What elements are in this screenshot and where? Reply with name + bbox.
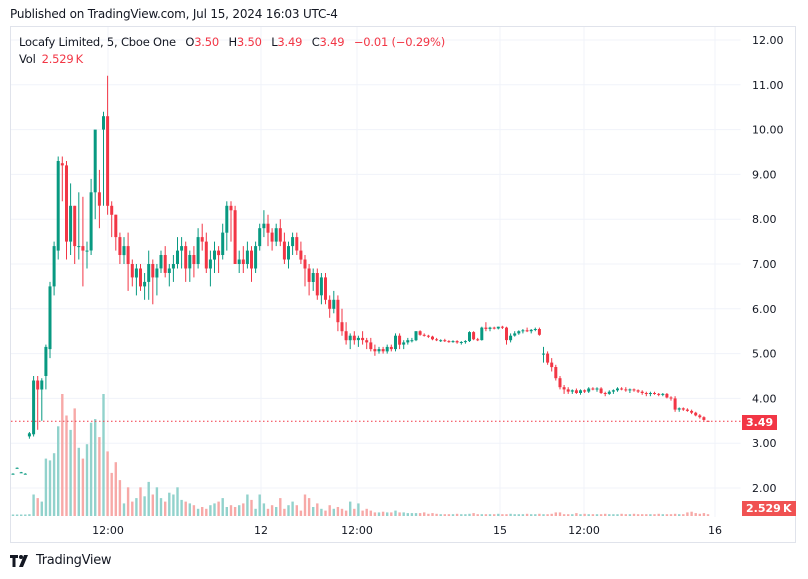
volume-bars [11, 394, 710, 516]
candles [11, 75, 710, 475]
volume-label[interactable]: Vol [19, 52, 36, 66]
last-price-badge: 3.49 [742, 415, 778, 430]
close-value: 3.49 [319, 35, 345, 49]
low-value: 3.49 [277, 35, 303, 49]
ohlc-row: Locafy Limited, 5, Cboe One O3.50 H3.50 … [19, 34, 445, 51]
brand-name: TradingView [36, 553, 112, 568]
open-value: 3.50 [194, 35, 219, 49]
price-axis[interactable]: 12.00 11.00 10.00 9.00 8.00 7.00 6.00 5.00 4.00 3… [752, 34, 784, 495]
chart-legend: Locafy Limited, 5, Cboe One O3.50 H3.50 … [19, 34, 445, 68]
low-label: L [271, 35, 278, 49]
time-tick-label: 12:00 [568, 524, 600, 537]
time-tick-label: 12:00 [92, 524, 124, 537]
price-tick-label: 11.00 [752, 79, 784, 92]
published-caption: Published on TradingView.com, Jul 15, 20… [10, 7, 338, 21]
change-value: −0.01 (−0.29%) [353, 35, 446, 49]
time-tick-label: 16 [708, 524, 722, 537]
price-tick-label: 3.00 [752, 437, 777, 450]
price-tick-label: 7.00 [752, 258, 777, 271]
close-label: C [311, 35, 320, 49]
volume-value: 2.529 K [41, 52, 84, 66]
tradingview-brand[interactable]: TradingView [10, 553, 112, 568]
time-tick-label: 12:00 [341, 524, 373, 537]
high-value: 3.50 [236, 35, 262, 49]
price-tick-label: 4.00 [752, 392, 777, 405]
open-label: O [185, 35, 195, 49]
price-tick-label: 8.00 [752, 213, 777, 226]
price-tick-label: 10.00 [752, 124, 784, 137]
time-tick-label: 12 [254, 524, 268, 537]
time-axis[interactable]: 12:00 12 12:00 15 12:00 16 [92, 524, 722, 537]
time-tick-label: 15 [493, 524, 507, 537]
grid-lines [11, 27, 741, 517]
symbol-name[interactable]: Locafy Limited, 5, Cboe One [19, 35, 176, 49]
high-label: H [228, 35, 237, 49]
volume-row: Vol 2.529 K [19, 51, 445, 68]
price-tick-label: 9.00 [752, 168, 777, 181]
price-tick-label: 2.00 [752, 482, 777, 495]
price-tick-label: 6.00 [752, 303, 777, 316]
price-tick-label: 5.00 [752, 348, 777, 361]
price-tick-label: 12.00 [752, 34, 784, 47]
last-volume-badge: 2.529 K [742, 501, 796, 516]
tradingview-logo-icon [10, 554, 28, 567]
